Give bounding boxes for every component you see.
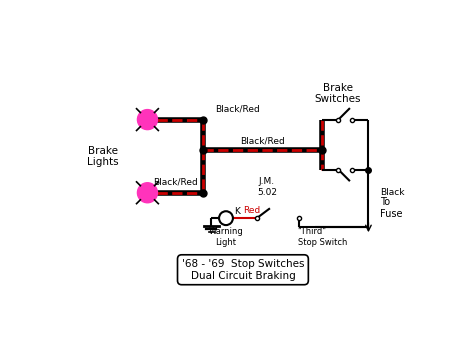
Text: K: K [235,207,240,216]
Circle shape [137,110,157,130]
Circle shape [137,183,157,203]
Text: Brake
Lights: Brake Lights [87,146,118,167]
Text: J.M.
5.02: J.M. 5.02 [257,178,277,197]
Circle shape [219,211,233,225]
Text: Black/Red: Black/Red [215,104,260,114]
Text: Brake
Switches: Brake Switches [314,83,361,104]
Text: To
Fuse: To Fuse [380,197,402,219]
Text: "Third"
Stop Switch: "Third" Stop Switch [298,228,347,247]
Text: Red: Red [243,206,260,215]
Text: Black: Black [380,188,404,197]
Text: Warning
Light: Warning Light [209,228,243,247]
Text: '68 - '69  Stop Switches
Dual Circuit Braking: '68 - '69 Stop Switches Dual Circuit Bra… [182,259,304,280]
Text: Black/Red: Black/Red [154,178,198,187]
Text: Black/Red: Black/Red [240,137,284,146]
